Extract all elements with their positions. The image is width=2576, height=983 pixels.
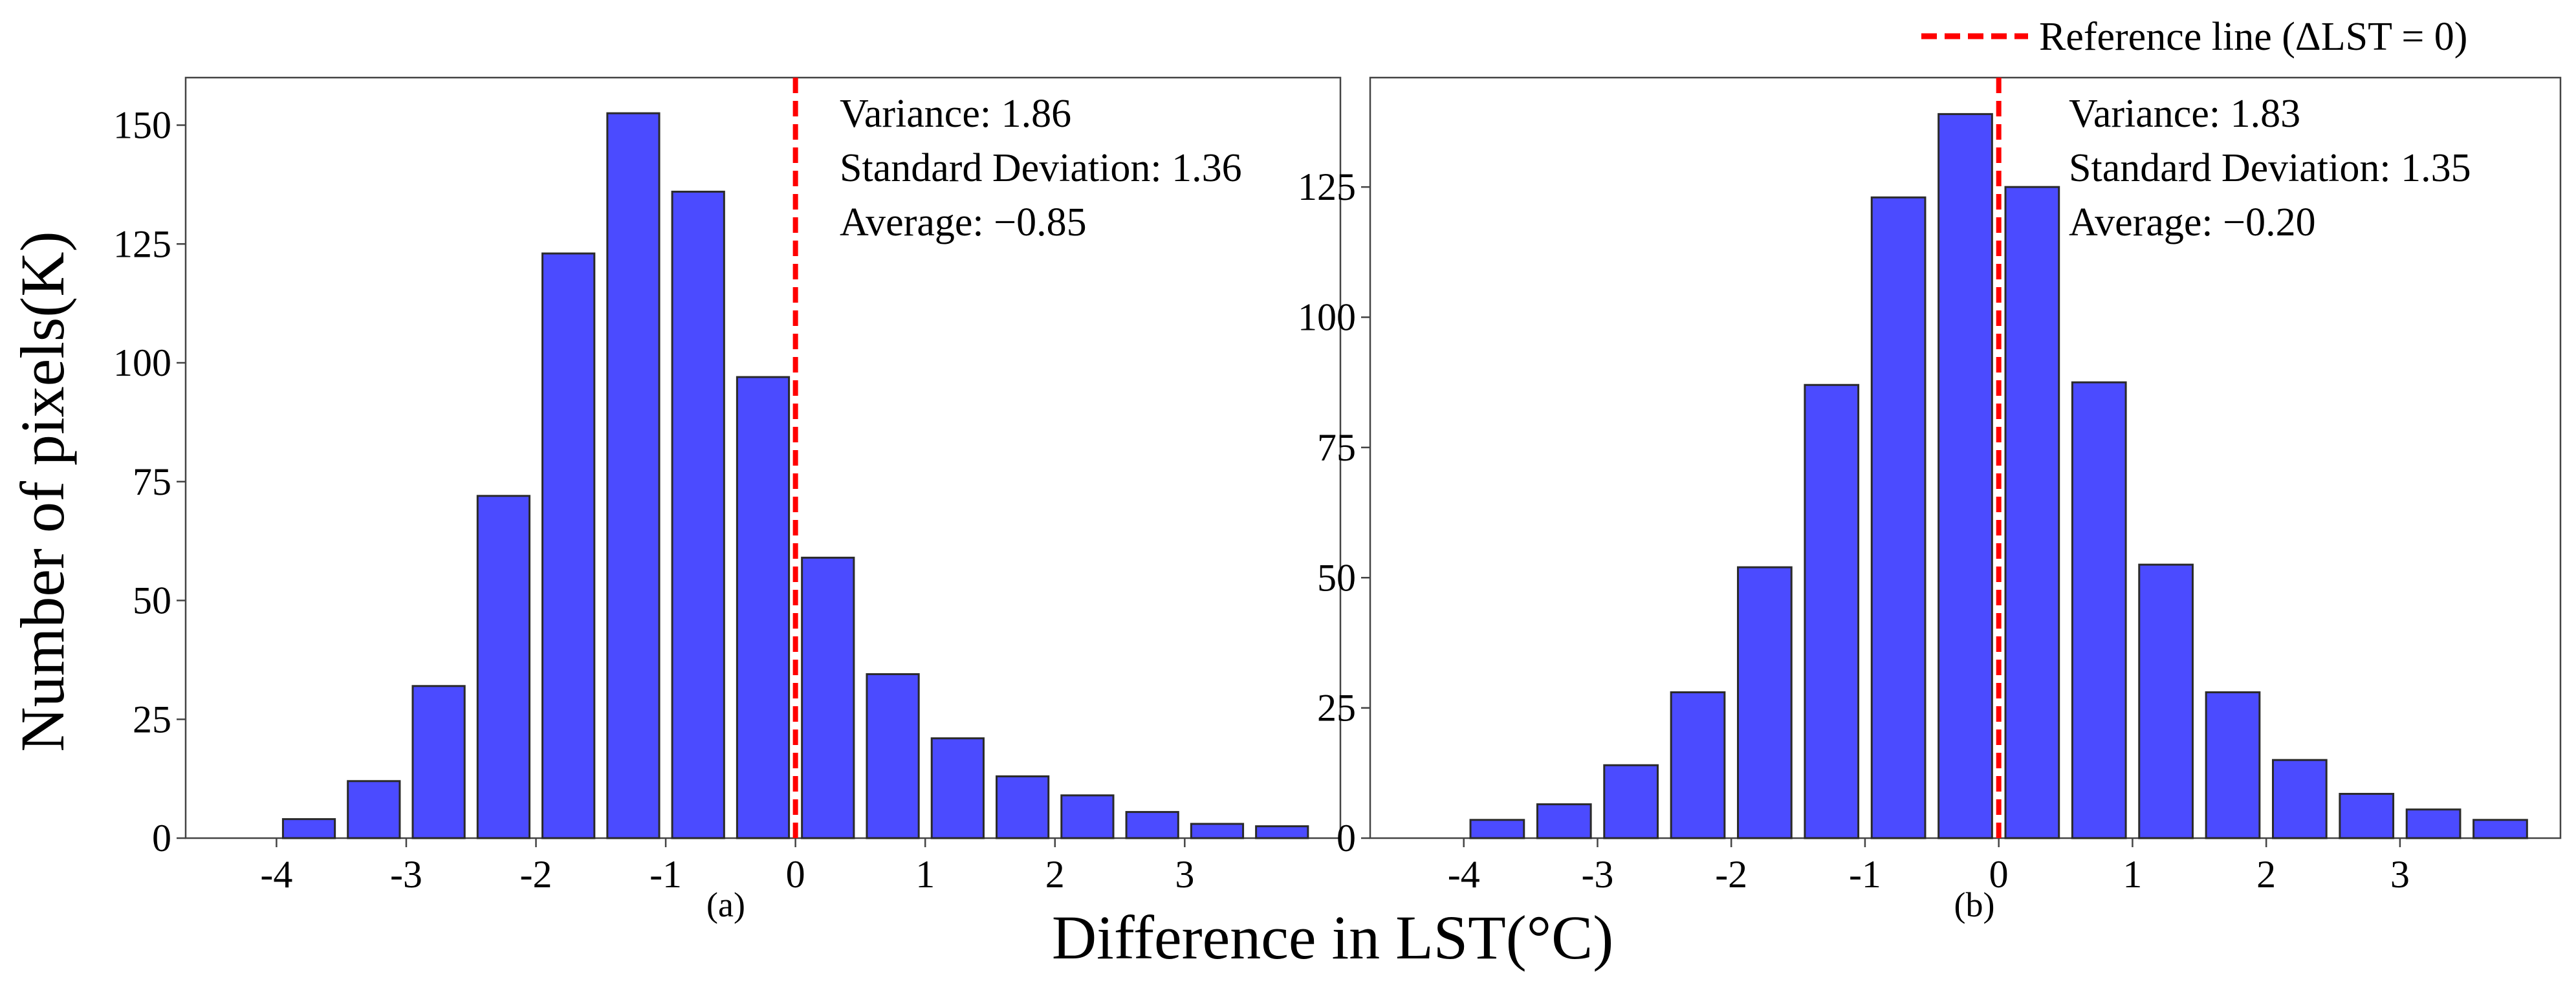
histogram-bar <box>281 818 336 839</box>
histogram-bar <box>866 673 920 839</box>
annotation-std: Standard Deviation: 1.35 <box>2069 146 2471 190</box>
plot-area: 0 25 50 75 100 125 -4 -3 -2 -1 0 1 2 3 <box>1298 76 2562 896</box>
x-tick-label: -3 <box>1581 853 1613 896</box>
x-tick-label: -2 <box>520 853 552 896</box>
histogram-bar <box>2272 759 2328 839</box>
x-tick-label: -4 <box>1448 853 1480 896</box>
x-tick-label: -1 <box>649 853 682 896</box>
histogram-bar <box>1737 566 1793 839</box>
histogram-bar <box>476 495 530 839</box>
plot-area: 0 25 50 75 100 125 150 -4 -3 -2 -1 0 1 2 3 <box>113 76 1342 896</box>
annotation-variance: Variance: 1.83 <box>2069 92 2300 136</box>
histogram-bar <box>2205 691 2261 839</box>
histogram-bar <box>1870 196 1927 839</box>
histogram-bar <box>2405 808 2461 839</box>
annotation-std: Standard Deviation: 1.36 <box>840 146 1242 190</box>
histogram-bar <box>1190 823 1245 839</box>
histogram-bar <box>1060 794 1115 839</box>
x-tick-label: -2 <box>1715 853 1747 896</box>
histogram-bar <box>2138 563 2194 839</box>
histogram-bar <box>347 780 401 839</box>
annotation-average: Average: −0.85 <box>840 200 1087 244</box>
y-tick-label: 50 <box>1317 556 1356 599</box>
histogram-bar <box>1937 113 1993 839</box>
histogram-bar <box>606 112 660 839</box>
legend: Reference line (ΔLST = 0) <box>1921 15 2467 59</box>
histogram-bar <box>2472 819 2528 839</box>
legend-label: Reference line (ΔLST = 0) <box>2039 15 2467 59</box>
histogram-bar <box>1536 803 1592 839</box>
panel-a: 0 25 50 75 100 125 150 -4 -3 -2 -1 0 1 2 3 Variance: 1… <box>113 76 1342 924</box>
annotation-variance: Variance: 1.86 <box>840 92 1071 136</box>
histogram-bar <box>930 737 985 839</box>
y-tick-label: 125 <box>1298 166 1356 208</box>
y-tick-label: 0 <box>152 817 171 859</box>
histogram-bar <box>996 775 1050 839</box>
y-tick-label: 0 <box>1337 817 1356 859</box>
histogram-bar <box>1255 825 1309 839</box>
histogram-bar <box>1670 691 1726 839</box>
y-tick-label: 75 <box>1317 426 1356 469</box>
histogram-bar <box>736 376 791 839</box>
x-axis-title: Difference in LST(°C) <box>1052 903 1613 972</box>
panel-label: (a) <box>706 885 745 924</box>
y-tick-label: 100 <box>1298 296 1356 339</box>
x-tick-label: -3 <box>390 853 422 896</box>
histogram-bar <box>2339 793 2395 839</box>
x-tick-label: 3 <box>2390 853 2410 896</box>
x-tick-label: -4 <box>260 853 292 896</box>
histogram-bar <box>411 685 466 839</box>
panel-label: (b) <box>1954 885 1995 924</box>
x-tick-label: 0 <box>786 853 805 896</box>
x-tick-label: 3 <box>1175 853 1194 896</box>
x-tick-label: 0 <box>1989 853 2009 896</box>
histogram-bar <box>2004 186 2060 839</box>
histogram-bar <box>1804 383 1860 839</box>
y-tick-label: 25 <box>1317 687 1356 729</box>
y-axis-title: Number of pixels(K) <box>8 231 77 751</box>
x-tick-label: 2 <box>2256 853 2276 896</box>
y-tick-label: 100 <box>113 341 171 384</box>
x-tick-label: 2 <box>1045 853 1065 896</box>
histogram-bar <box>1125 811 1179 839</box>
annotation-average: Average: −0.20 <box>2069 200 2316 244</box>
x-tick-label: 1 <box>2123 853 2142 896</box>
y-tick-label: 150 <box>113 104 171 147</box>
y-tick-label: 75 <box>133 460 171 503</box>
y-tick-label: 50 <box>133 579 171 622</box>
y-tick-label: 125 <box>113 222 171 265</box>
y-tick-label: 25 <box>133 698 171 740</box>
histogram-bar <box>1603 764 1659 839</box>
x-tick-label: 1 <box>915 853 935 896</box>
x-tick-label: -1 <box>1849 853 1881 896</box>
histogram-bar <box>801 556 855 839</box>
histogram-bar <box>2071 381 2127 839</box>
panel-b: 0 25 50 75 100 125 -4 -3 -2 -1 0 1 2 3 Variance: 1.83… <box>1298 76 2562 924</box>
histogram-bar <box>671 190 725 839</box>
histogram-bar <box>541 252 596 839</box>
histogram-bar <box>1469 819 1525 839</box>
